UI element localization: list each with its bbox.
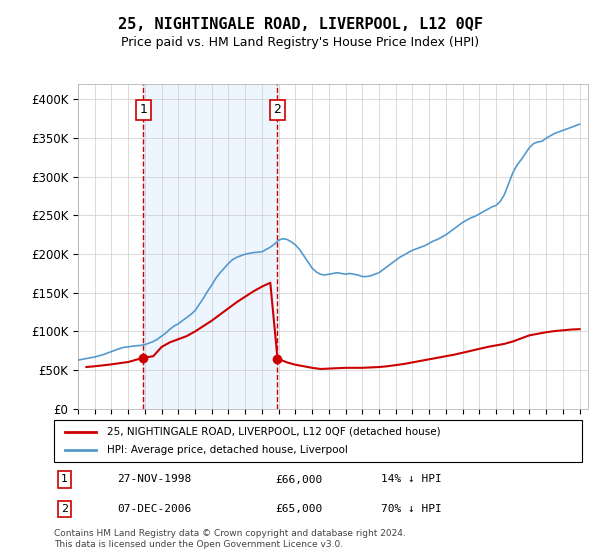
Text: Contains HM Land Registry data © Crown copyright and database right 2024.
This d: Contains HM Land Registry data © Crown c…	[54, 529, 406, 549]
Text: 27-NOV-1998: 27-NOV-1998	[118, 474, 191, 484]
Text: 70% ↓ HPI: 70% ↓ HPI	[382, 504, 442, 514]
FancyBboxPatch shape	[54, 420, 582, 462]
Text: £65,000: £65,000	[276, 504, 323, 514]
Text: 14% ↓ HPI: 14% ↓ HPI	[382, 474, 442, 484]
Text: 25, NIGHTINGALE ROAD, LIVERPOOL, L12 0QF: 25, NIGHTINGALE ROAD, LIVERPOOL, L12 0QF	[118, 17, 482, 32]
Text: 2: 2	[274, 104, 281, 116]
Text: 2: 2	[61, 504, 68, 514]
Text: 1: 1	[139, 104, 147, 116]
Text: Price paid vs. HM Land Registry's House Price Index (HPI): Price paid vs. HM Land Registry's House …	[121, 36, 479, 49]
Text: 25, NIGHTINGALE ROAD, LIVERPOOL, L12 0QF (detached house): 25, NIGHTINGALE ROAD, LIVERPOOL, L12 0QF…	[107, 427, 440, 437]
Text: 1: 1	[61, 474, 68, 484]
Text: £66,000: £66,000	[276, 474, 323, 484]
Bar	[143, 84, 277, 409]
Text: HPI: Average price, detached house, Liverpool: HPI: Average price, detached house, Live…	[107, 445, 347, 455]
Text: 07-DEC-2006: 07-DEC-2006	[118, 504, 191, 514]
